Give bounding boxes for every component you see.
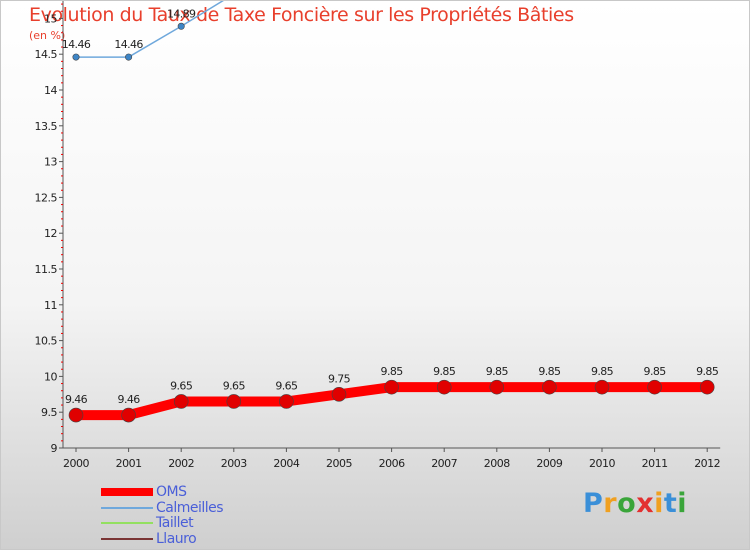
legend-label-calmeilles: Calmeilles (156, 499, 224, 516)
y-tick-label: 10 (44, 370, 57, 383)
chart-title: Evolution du Taux de Taxe Foncière sur l… (29, 4, 574, 26)
data-label-oms: 9.46 (65, 393, 88, 406)
x-tick-label: 2008 (484, 457, 510, 470)
data-label-oms: 9.85 (696, 365, 719, 378)
series-oms: 9.46 9.46 9.65 9.65 9.65 9.75 9.85 9.85 9.85 9.85… (65, 365, 719, 423)
logo-letter: i (654, 488, 664, 519)
data-label-calmeilles: 14.89 (167, 7, 196, 20)
data-point-oms (226, 394, 242, 409)
data-point-calmeilles (72, 53, 80, 61)
x-tick-label: 2002 (168, 457, 194, 470)
y-tick-label: 9 (51, 442, 58, 455)
series-calmeilles: 14.4614.4614.8915.3415.3415.6515.6515.65… (62, 1, 224, 61)
data-point-oms (542, 379, 557, 395)
x-tick-label: 2010 (589, 457, 615, 470)
y-unit-label: (en %) (29, 29, 66, 42)
legend-swatch-oms (101, 488, 153, 496)
logo-letter: r (603, 488, 618, 519)
data-label-oms: 9.85 (591, 365, 614, 378)
x-tick-label: 2003 (221, 457, 247, 470)
data-label-oms: 9.85 (538, 365, 561, 378)
legend-swatch-taillet (101, 522, 153, 524)
data-label-oms: 9.85 (486, 365, 509, 378)
data-point-oms (279, 394, 294, 409)
data-point-oms (121, 407, 136, 423)
data-point-oms (331, 386, 347, 402)
y-tick-label: 14 (44, 84, 57, 97)
data-label-oms: 9.65 (275, 379, 298, 392)
y-tick-label: 9.5 (41, 406, 57, 419)
data-point-oms (436, 379, 452, 395)
data-point-calmeilles (177, 22, 185, 30)
proxiti-logo: Proxiti (583, 488, 687, 519)
data-label-calmeilles: 14.46 (62, 38, 91, 51)
x-tick-label: 2000 (63, 457, 89, 470)
data-label-oms: 9.85 (433, 365, 456, 378)
data-label-oms: 9.85 (644, 365, 667, 378)
legend-label-oms: OMS (156, 484, 187, 500)
data-point-oms (68, 407, 84, 423)
data-point-oms (489, 379, 505, 395)
logo-letter: P (583, 488, 604, 519)
x-tick-label: 2005 (326, 457, 352, 470)
y-tick-label: 13.5 (35, 120, 58, 133)
y-tick-label: 13 (44, 156, 57, 169)
x-tick-label: 2012 (694, 457, 720, 470)
logo-letter: o (617, 488, 637, 519)
x-tick-label: 2001 (116, 457, 142, 470)
data-label-oms: 9.65 (170, 379, 193, 392)
data-point-oms (173, 394, 189, 409)
logo-letter: i (677, 488, 688, 519)
x-tick-label: 2011 (642, 457, 668, 470)
data-point-oms (594, 379, 610, 395)
y-tick-label: 14.5 (35, 48, 58, 61)
y-tick-label: 11 (44, 299, 57, 312)
legend-label-taillet: Taillet (156, 515, 194, 531)
legend-label-llauro: Llauro (156, 530, 197, 547)
logo-letter: t (663, 488, 678, 519)
y-tick-label: 12.5 (35, 191, 58, 204)
x-tick-label: 2009 (536, 457, 562, 470)
y-tick-label: 15 (44, 12, 57, 25)
data-label-oms: 9.46 (118, 393, 141, 406)
x-tick-label: 2007 (431, 457, 457, 470)
legend-swatch-calmeilles (101, 506, 153, 509)
data-label-calmeilles: 14.46 (114, 38, 143, 51)
legend-swatch-llauro (101, 537, 153, 540)
y-tick-label: 10.5 (35, 335, 58, 348)
data-point-calmeilles (125, 53, 133, 61)
y-tick-label: 11.5 (35, 263, 58, 276)
data-label-oms: 9.75 (328, 372, 351, 385)
y-tick-label: 12 (44, 227, 57, 240)
data-point-oms (384, 379, 399, 395)
data-label-oms: 9.85 (381, 365, 404, 378)
x-tick-label: 2006 (379, 457, 405, 470)
data-point-oms (647, 379, 662, 395)
data-point-oms (699, 379, 715, 395)
data-label-oms: 9.65 (223, 379, 246, 392)
logo-letter: x (636, 488, 655, 519)
x-tick-label: 2004 (273, 457, 299, 470)
